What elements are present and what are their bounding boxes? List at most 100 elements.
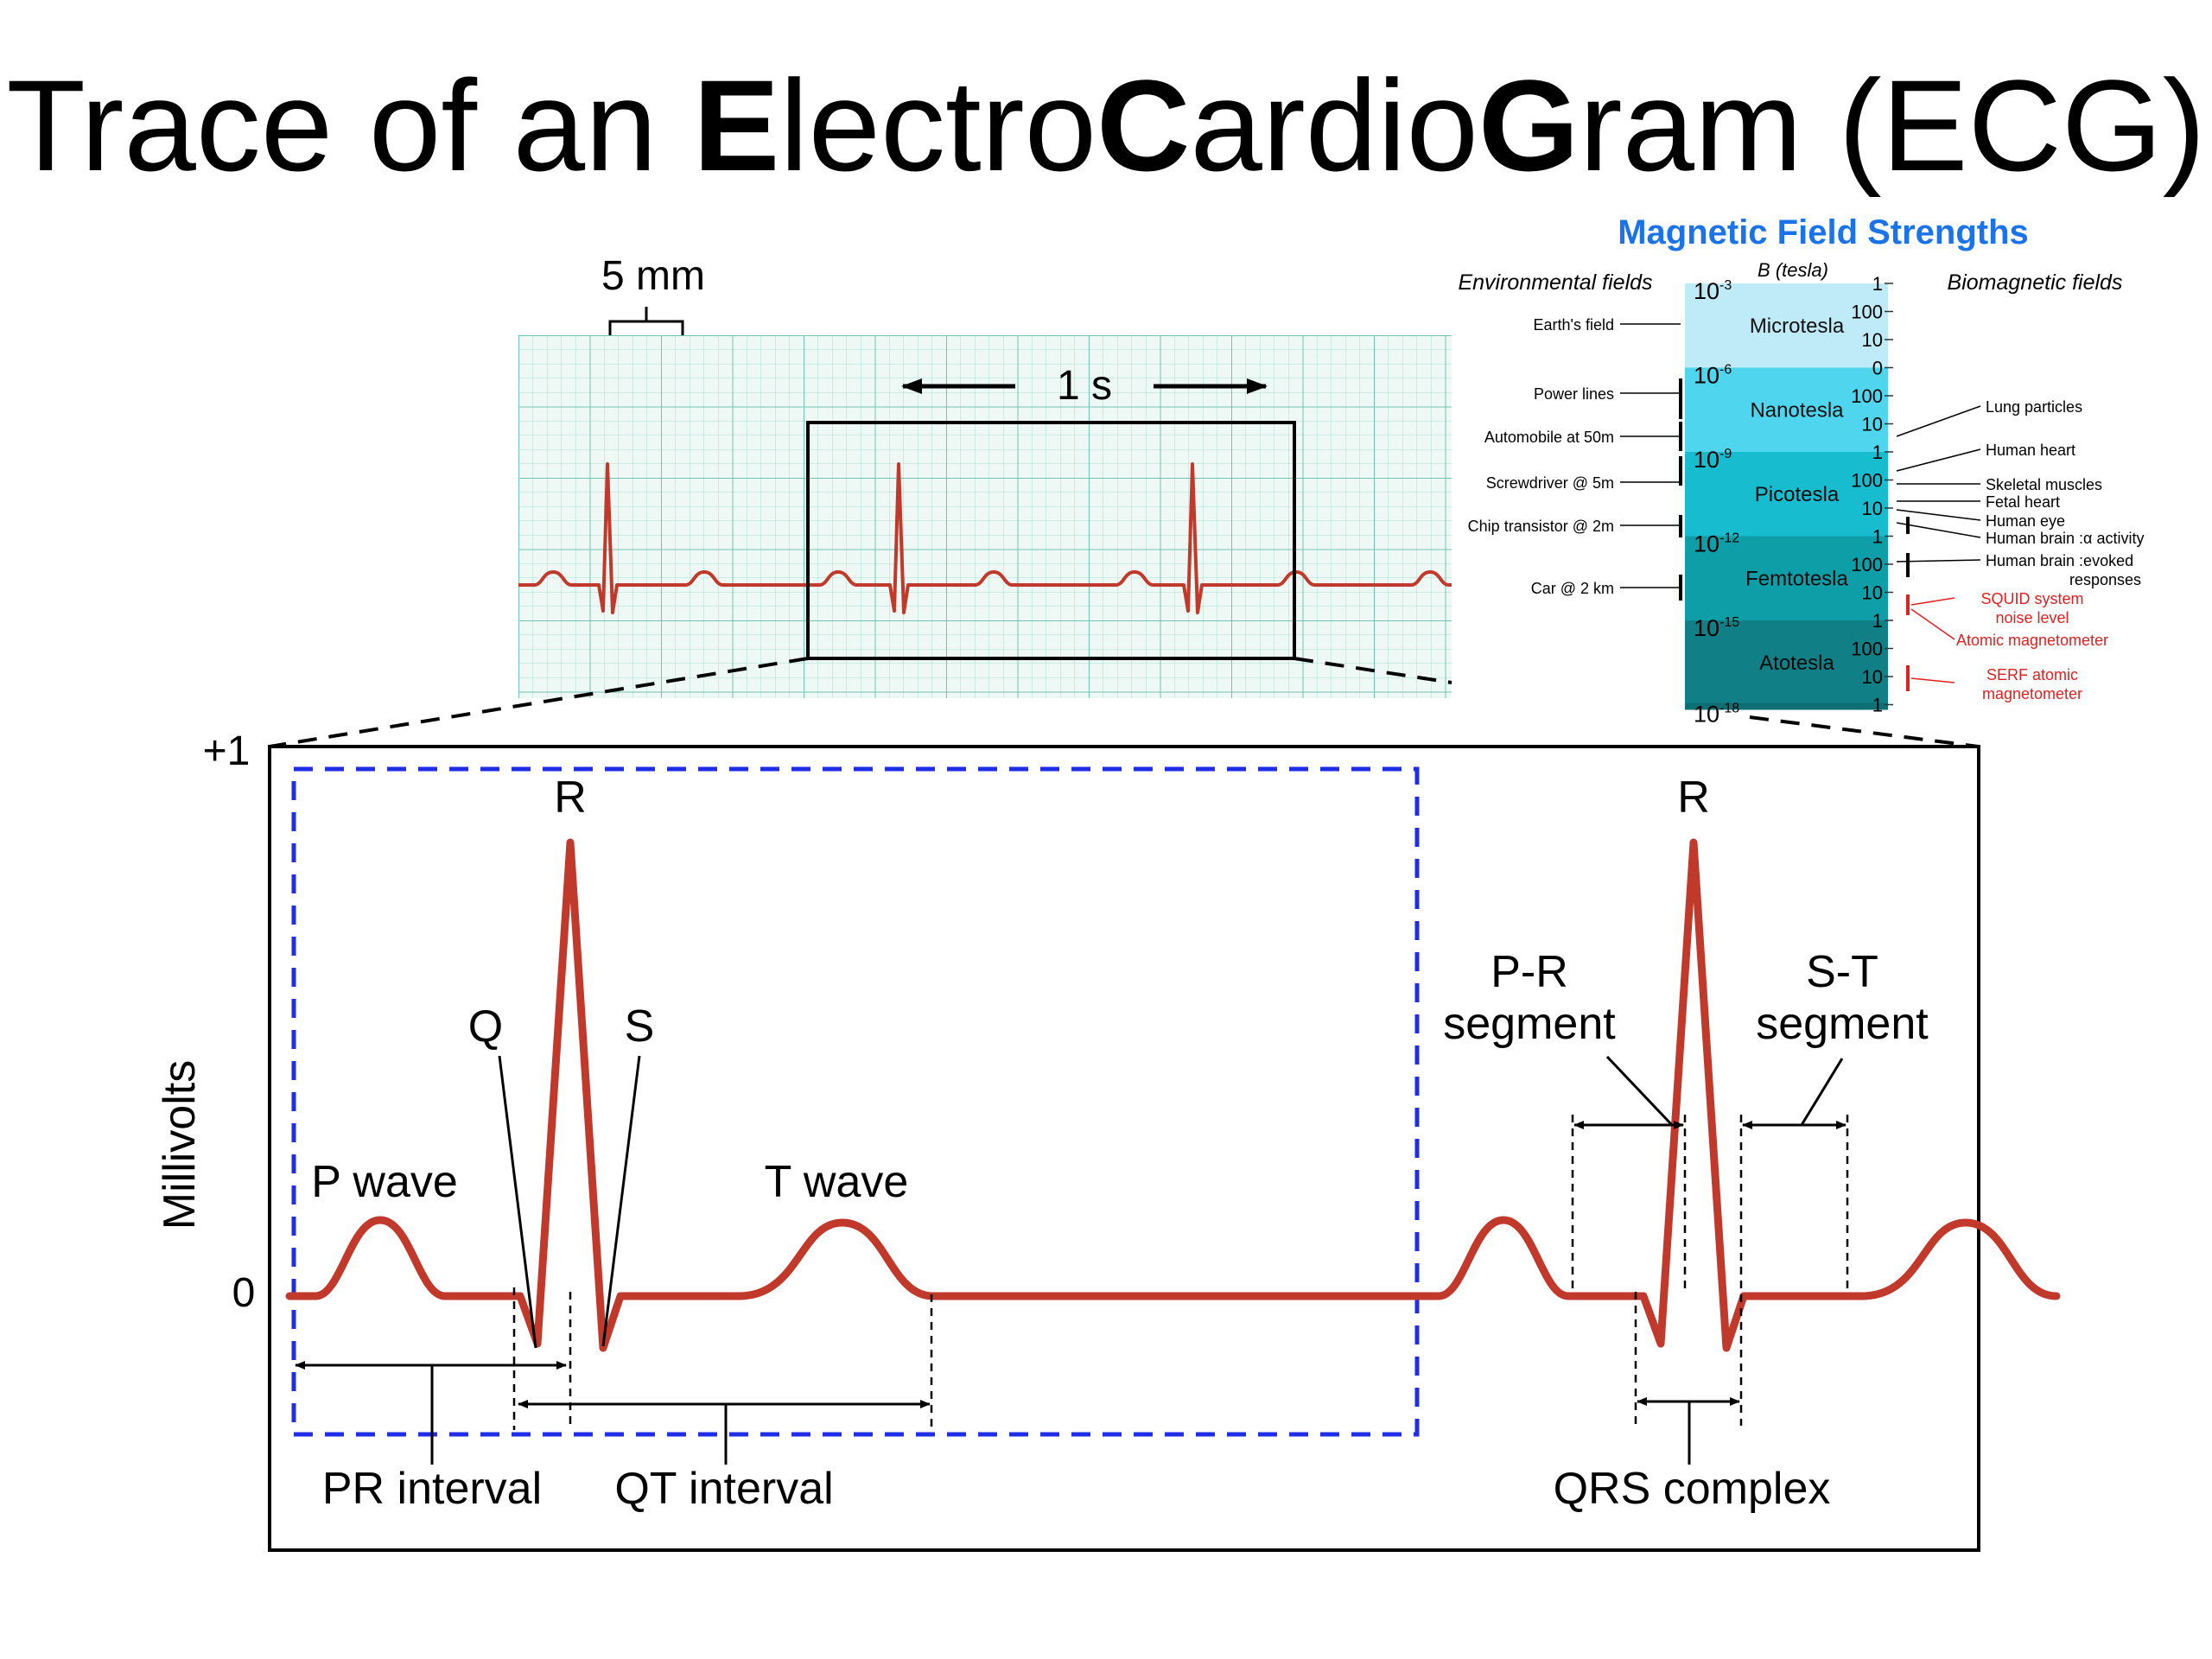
- pr-segment-pointer: [1605, 1055, 1674, 1127]
- tick-label: 0: [1872, 358, 1883, 379]
- environmental-item: Chip transistor @ 2m: [1468, 518, 1614, 535]
- sensor-item: SQUID system: [1980, 590, 2083, 607]
- environmental-heading: Environmental fields: [1458, 270, 1652, 295]
- title-part: ardio: [1190, 53, 1478, 198]
- exponent-label: 10-3: [1694, 278, 1732, 304]
- strip-zoom-box: [806, 421, 1296, 660]
- tick-label: 10: [1862, 414, 1883, 435]
- zoom-line-right-upper: [1294, 657, 1452, 684]
- sensor-item: Atomic magnetometer: [1956, 632, 2108, 649]
- title-part: E: [693, 53, 780, 198]
- tick-label: 1: [1872, 610, 1883, 632]
- biomagnetic-item: responses: [2069, 571, 2141, 588]
- axis-label: B (tesla): [1758, 259, 1828, 281]
- biomagnetic-item: Human brain :α activity: [1986, 530, 2144, 547]
- biomagnetic-item: Fetal heart: [1986, 493, 2060, 511]
- pr-segment-label-line2: segment: [1443, 999, 1616, 1049]
- tick-label: 1: [1872, 695, 1883, 716]
- qrs-complex-label: QRS complex: [1554, 1464, 1831, 1514]
- r-peak-label-1: R: [554, 772, 587, 823]
- sensor-leader: [1910, 597, 1955, 606]
- r-peak-label-2: R: [1677, 772, 1710, 823]
- tick-label: 10: [1862, 329, 1883, 351]
- s-pointer: [601, 1055, 641, 1347]
- tick-label: 100: [1851, 302, 1883, 323]
- band-label: Nanotesla: [1750, 398, 1844, 422]
- y-zero-label: 0: [232, 1270, 256, 1316]
- highlight-box: [291, 766, 1420, 1437]
- band-label: Atotesla: [1759, 652, 1834, 675]
- biomagnetic-leader: [1896, 522, 1981, 538]
- band-atotesla: [1685, 620, 1888, 705]
- exponent-label: 10-15: [1694, 615, 1739, 641]
- band-label: Microtesla: [1750, 315, 1845, 338]
- y-axis-label: Millivolts: [155, 1060, 205, 1230]
- sensor-leader: [1910, 677, 1955, 683]
- band-label: Picotesla: [1755, 483, 1840, 506]
- band-microtesla: [1685, 283, 1888, 368]
- st-segment-label-line1: S-T: [1806, 947, 1878, 997]
- strip-major-grid: [518, 335, 1452, 698]
- tick-label: 1: [1872, 442, 1883, 463]
- environmental-item: Automobile at 50m: [1484, 429, 1614, 446]
- biomagnetic-item: Human brain :evoked: [1986, 552, 2133, 569]
- t-wave-label: T wave: [765, 1157, 909, 1207]
- pr-segment-label-line1: P-R: [1491, 947, 1568, 997]
- q-wave-label: Q: [468, 1001, 503, 1052]
- environmental-item: Screwdriver @ 5m: [1486, 474, 1614, 492]
- scale-label: 5 mm: [601, 253, 705, 299]
- sensor-item: SERF atomic: [1986, 666, 2078, 683]
- st-segment-label-line2: segment: [1756, 999, 1929, 1049]
- title-part: G: [1478, 53, 1580, 198]
- tick-label: 100: [1851, 385, 1883, 407]
- s-wave-label: S: [625, 1001, 655, 1052]
- tick-label: 100: [1851, 470, 1883, 492]
- biomagnetic-fields: Lung particles Human heart Skeletal muscle…: [1896, 398, 2144, 588]
- exponent-label: 10-18: [1694, 702, 1739, 728]
- sensor-leader: [1910, 608, 1955, 640]
- sensor-item: noise level: [1995, 609, 2069, 626]
- y-max-label: +1: [203, 728, 251, 774]
- pr-interval-label: PR interval: [322, 1464, 542, 1514]
- biomagnetic-item: Skeletal muscles: [1986, 476, 2102, 493]
- ecg-plot: +1 0 Millivolts R R Q S P wave T wave PR…: [155, 728, 2061, 1552]
- time-label: 1 s: [1057, 363, 1112, 409]
- exponent-label: 10-9: [1694, 447, 1732, 473]
- plot-frame: [268, 745, 1980, 1552]
- band-picotesla: [1685, 452, 1888, 537]
- field-bands: Microtesla Nanotesla Picotesla Femtotesla At…: [1685, 283, 1888, 710]
- biomagnetic-leader: [1896, 509, 1981, 521]
- band-bottom-edge: [1685, 702, 1888, 710]
- band-nanotesla: [1685, 367, 1888, 452]
- scale-bracket: [608, 320, 684, 335]
- tick-label: 10: [1862, 666, 1883, 688]
- environmental-fields: Earth's field Power lines Automobile at 50…: [1468, 316, 1682, 601]
- biomagnetic-leader: [1896, 405, 1981, 437]
- biomagnetic-item: Human heart: [1986, 442, 2075, 459]
- tick-label: 1: [1872, 273, 1883, 295]
- st-segment-pointer: [1800, 1058, 1844, 1126]
- environmental-item: Earth's field: [1534, 316, 1614, 334]
- zoom-line-right-lower: [1749, 715, 1980, 748]
- biomagnetic-leader: [1896, 559, 1981, 563]
- biomagnetic-item: Human eye: [1986, 512, 2065, 530]
- biomagnetic-leader: [1896, 448, 1981, 472]
- environmental-item: Car @ 2 km: [1531, 580, 1614, 597]
- sensor-item: magnetometer: [1982, 685, 2082, 702]
- title-part: Trace of an: [6, 53, 694, 198]
- p-wave-label: P wave: [311, 1157, 458, 1207]
- tick-label: 100: [1851, 554, 1883, 575]
- band-femtotesla: [1685, 536, 1888, 620]
- band-label: Femtotesla: [1745, 567, 1848, 590]
- magnetic-title: Magnetic Field Strengths: [1618, 213, 2029, 251]
- ecg-trace: [285, 838, 2061, 1352]
- sensor-levels: SQUID system noise level Atomic magnetomet…: [1906, 590, 2108, 702]
- slide-title: Trace of an ElectroCardioGram (ECG): [0, 60, 2212, 190]
- environmental-item: Power lines: [1534, 385, 1614, 403]
- tick-label: 100: [1851, 639, 1883, 660]
- title-part: C: [1096, 53, 1191, 198]
- magnetic-field-chart: Magnetic Field Strengths Environmental f…: [1458, 213, 2144, 728]
- tick-label: 10: [1862, 582, 1883, 604]
